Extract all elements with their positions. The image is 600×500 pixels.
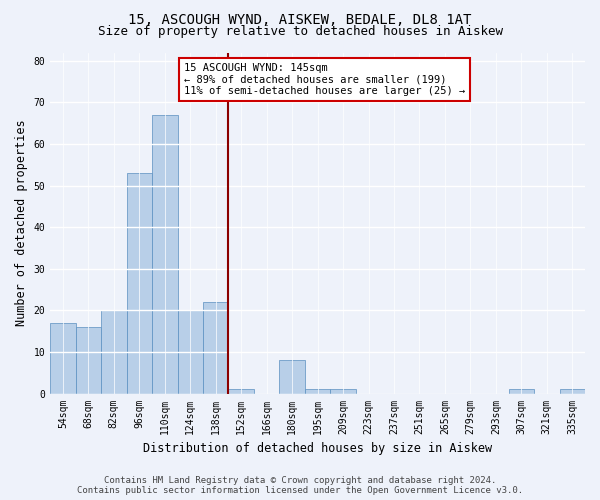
Bar <box>331 390 356 394</box>
Bar <box>305 390 331 394</box>
Bar <box>509 390 534 394</box>
Bar <box>560 390 585 394</box>
Text: 15 ASCOUGH WYND: 145sqm
← 89% of detached houses are smaller (199)
11% of semi-d: 15 ASCOUGH WYND: 145sqm ← 89% of detache… <box>184 62 465 96</box>
Bar <box>229 390 254 394</box>
Text: 15, ASCOUGH WYND, AISKEW, BEDALE, DL8 1AT: 15, ASCOUGH WYND, AISKEW, BEDALE, DL8 1A… <box>128 12 472 26</box>
Bar <box>152 115 178 394</box>
Bar <box>127 173 152 394</box>
Bar <box>101 310 127 394</box>
Y-axis label: Number of detached properties: Number of detached properties <box>15 120 28 326</box>
Bar <box>203 302 229 394</box>
Text: Contains HM Land Registry data © Crown copyright and database right 2024.
Contai: Contains HM Land Registry data © Crown c… <box>77 476 523 495</box>
Bar <box>50 323 76 394</box>
Bar <box>178 310 203 394</box>
Bar <box>76 327 101 394</box>
X-axis label: Distribution of detached houses by size in Aiskew: Distribution of detached houses by size … <box>143 442 492 455</box>
Bar <box>280 360 305 394</box>
Text: Size of property relative to detached houses in Aiskew: Size of property relative to detached ho… <box>97 25 503 38</box>
